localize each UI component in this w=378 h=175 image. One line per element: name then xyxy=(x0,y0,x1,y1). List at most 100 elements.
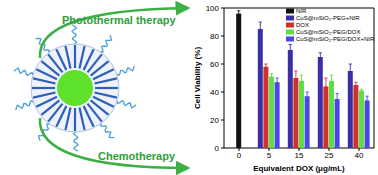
legend-label: DOX xyxy=(296,22,309,28)
mesopore xyxy=(79,46,84,68)
bars xyxy=(236,11,369,148)
legend-swatch xyxy=(286,23,294,28)
error-bar xyxy=(324,78,327,95)
diagram-label: Chemotherapy xyxy=(98,150,176,162)
error-bar xyxy=(276,78,279,86)
mesopore xyxy=(65,46,70,68)
peg-chain xyxy=(100,35,111,52)
bar xyxy=(293,78,298,148)
bar xyxy=(359,91,364,148)
peg-chain xyxy=(14,68,33,75)
bar xyxy=(299,81,304,148)
bar xyxy=(275,82,280,148)
bar xyxy=(236,14,241,148)
peg-chain xyxy=(117,66,135,76)
x-axis-label: Equivalent DOX (μg/mL) xyxy=(253,164,345,173)
error-bar xyxy=(300,75,303,86)
figure: Photothermal therapy Chemotherapy 0 20 40 60 8… xyxy=(0,0,378,175)
error-bar xyxy=(289,44,292,55)
bar xyxy=(353,85,358,148)
y-tick xyxy=(221,92,224,93)
y-tick xyxy=(221,64,224,65)
nanoparticle-diagram: Photothermal therapy Chemotherapy xyxy=(14,8,188,168)
mesopore xyxy=(33,78,55,83)
y-tick-label: 20 xyxy=(210,116,219,125)
mesopore xyxy=(74,108,76,131)
bar xyxy=(269,77,274,148)
arrow xyxy=(40,118,188,168)
mesopore xyxy=(56,49,66,70)
arrow xyxy=(40,8,188,58)
error-bar xyxy=(330,75,333,86)
y-tick-label: 80 xyxy=(210,32,219,41)
legend-swatch xyxy=(286,16,294,21)
error-bar xyxy=(264,64,267,70)
error-bar xyxy=(270,74,273,80)
error-bar xyxy=(319,53,322,61)
diagram-label: Photothermal therapy xyxy=(62,14,177,26)
bar xyxy=(335,99,340,148)
peg-chain xyxy=(16,101,34,111)
legend: NIRCuS@mSiO₂-PEG+NIRDOXCuS@mSiO₂-PEG/DOX… xyxy=(286,8,375,42)
bar xyxy=(365,100,370,148)
bar xyxy=(329,81,334,148)
mesopore xyxy=(94,92,116,97)
error-bar xyxy=(366,96,369,104)
peg-chain xyxy=(101,123,115,138)
bar xyxy=(288,50,293,148)
legend-label: CuS@mSiO₂-PEG/DOX+NIR xyxy=(296,36,375,42)
error-bar xyxy=(336,93,339,104)
mesopore xyxy=(93,69,114,79)
x-tick-label: 0 xyxy=(237,151,242,160)
y-tick xyxy=(221,148,224,149)
bar xyxy=(258,29,263,148)
mesopore xyxy=(94,78,116,83)
x-tick-label: 5 xyxy=(267,151,272,160)
y-axis-label: Cell Viability (%) xyxy=(193,47,202,109)
y-tick-label: 100 xyxy=(206,4,220,13)
mesopore xyxy=(84,106,94,127)
y-tick xyxy=(221,36,224,37)
error-bar xyxy=(237,11,240,17)
x-tick-label: 25 xyxy=(325,151,334,160)
mesopore xyxy=(33,92,55,97)
y-tick-label: 40 xyxy=(210,88,219,97)
y-tick xyxy=(221,120,224,121)
legend-label: NIR xyxy=(296,8,307,14)
mesopore xyxy=(79,107,84,129)
mesopore xyxy=(32,87,55,89)
y-tick xyxy=(221,8,224,9)
x-tick-label: 15 xyxy=(295,151,304,160)
error-bar xyxy=(294,71,297,85)
error-bar xyxy=(259,22,262,36)
error-bar xyxy=(360,89,363,92)
mesopore xyxy=(65,107,70,129)
y-tick-label: 0 xyxy=(215,144,220,153)
mesopore xyxy=(74,45,76,68)
peg-chain xyxy=(74,132,79,151)
error-bar xyxy=(349,64,352,78)
bar xyxy=(348,71,353,148)
chart: 0 20 40 60 80 100 0 5 15 25 40 Equivalent DOX (μg/m… xyxy=(193,4,375,173)
silica-shell xyxy=(31,44,119,132)
bar xyxy=(305,96,310,148)
peg-chain xyxy=(72,25,77,44)
frame xyxy=(374,8,375,148)
y-tick-label: 60 xyxy=(210,60,219,69)
cus-core xyxy=(57,70,93,106)
y-axis xyxy=(224,8,225,148)
mesopore xyxy=(95,87,118,89)
error-bar xyxy=(354,82,357,88)
peg-chain xyxy=(117,101,136,108)
legend-swatch xyxy=(286,30,294,35)
legend-swatch xyxy=(286,37,294,42)
bar xyxy=(318,57,323,148)
bar xyxy=(263,67,268,148)
x-tick-label: 40 xyxy=(355,151,364,160)
error-bar xyxy=(306,92,309,100)
mesopore xyxy=(36,97,57,107)
legend-swatch xyxy=(286,9,294,14)
legend-label: CuS@mSiO₂-PEG/DOX xyxy=(296,29,360,35)
bar xyxy=(323,86,328,148)
legend-label: CuS@mSiO₂-PEG+NIR xyxy=(296,15,360,21)
